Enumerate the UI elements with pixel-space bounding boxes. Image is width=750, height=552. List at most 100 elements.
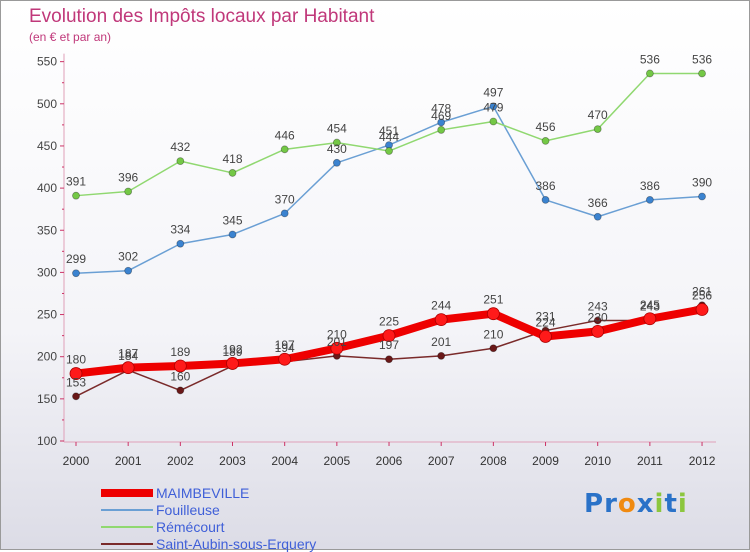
- legend-swatch: [101, 525, 153, 528]
- y-tick-label: 150: [37, 392, 57, 406]
- data-point: [278, 352, 292, 366]
- data-label: 536: [640, 52, 660, 66]
- data-label: 366: [588, 196, 608, 210]
- legend: MAIMBEVILLE Fouilleuse Rémécourt Saint-Aubi…: [101, 484, 316, 552]
- data-label: 391: [66, 175, 86, 189]
- legend-swatch: [101, 542, 153, 545]
- chart-subtitle: (en € et par an): [29, 30, 112, 44]
- data-point: [695, 303, 709, 316]
- data-point: [72, 191, 80, 200]
- data-point: [489, 344, 498, 353]
- data-label: 430: [327, 142, 347, 156]
- data-point: [698, 192, 706, 201]
- legend-item: Fouilleuse: [101, 501, 316, 518]
- legend-swatch: [101, 508, 153, 511]
- data-label: 386: [640, 179, 660, 193]
- data-point: [698, 69, 706, 78]
- data-label: 446: [275, 128, 295, 142]
- data-label: 153: [66, 375, 86, 389]
- logo-letter: i: [654, 489, 665, 519]
- data-label: 243: [588, 299, 608, 313]
- data-label: 370: [275, 192, 295, 206]
- y-tick-label: 200: [37, 350, 57, 364]
- data-point: [330, 341, 344, 355]
- data-point: [645, 196, 654, 204]
- data-label: 201: [327, 335, 347, 349]
- legend-item: Rémécourt: [101, 518, 316, 535]
- legend-swatch: [101, 488, 153, 497]
- x-tick-label: 2007: [428, 454, 455, 468]
- logo-letter: t: [664, 489, 678, 519]
- data-point: [332, 138, 341, 147]
- data-label: 256: [692, 288, 712, 302]
- data-label: 469: [431, 109, 451, 123]
- legend-item: MAIMBEVILLE: [101, 484, 316, 501]
- data-point: [434, 313, 448, 327]
- data-label: 444: [379, 130, 399, 144]
- data-point: [385, 147, 393, 155]
- x-tick-label: 2010: [584, 454, 611, 468]
- legend-label: MAIMBEVILLE: [156, 484, 250, 501]
- data-label: 451: [379, 124, 399, 138]
- data-label: 432: [170, 140, 190, 154]
- data-label: 470: [588, 108, 608, 122]
- x-tick-label: 2000: [63, 454, 90, 468]
- x-tick-label: 2006: [376, 454, 403, 468]
- data-point: [645, 69, 654, 78]
- data-point: [69, 367, 83, 380]
- data-point: [385, 355, 393, 364]
- data-label: 187: [118, 347, 138, 361]
- data-label: 386: [536, 179, 556, 193]
- legend-label: Rémécourt: [156, 518, 225, 535]
- data-label: 418: [222, 152, 242, 166]
- data-point: [176, 157, 185, 166]
- x-tick-label: 2009: [532, 454, 559, 468]
- data-label: 224: [536, 315, 556, 329]
- x-tick-label: 2008: [480, 454, 507, 468]
- data-label: 225: [379, 315, 399, 329]
- data-label: 497: [483, 85, 503, 99]
- data-label: 189: [170, 345, 190, 359]
- data-point: [226, 357, 239, 370]
- data-label: 244: [431, 299, 451, 313]
- data-point: [176, 386, 185, 395]
- logo-letter: P: [584, 489, 605, 519]
- data-point: [593, 212, 602, 221]
- data-label: 210: [327, 327, 347, 341]
- data-point: [280, 209, 289, 218]
- logo-letter: r: [604, 489, 618, 519]
- legend-item: Saint-Aubin-sous-Erquery: [101, 535, 316, 552]
- data-label: 334: [170, 223, 190, 237]
- x-tick-label: 2012: [689, 454, 716, 468]
- data-label: 456: [536, 120, 556, 134]
- x-tick-label: 2001: [115, 454, 142, 468]
- data-point: [437, 351, 446, 360]
- data-label: 478: [431, 101, 451, 115]
- data-label: 210: [483, 327, 503, 341]
- y-tick-label: 400: [37, 181, 57, 195]
- x-tick-label: 2002: [167, 454, 194, 468]
- data-point: [72, 269, 80, 278]
- x-tick-label: 2005: [323, 454, 350, 468]
- y-tick-label: 350: [37, 223, 57, 237]
- data-label: 390: [692, 176, 712, 190]
- logo-letter: x: [636, 489, 655, 519]
- data-point: [121, 361, 135, 375]
- y-tick-label: 250: [37, 308, 57, 322]
- data-label: 192: [222, 342, 242, 356]
- data-point: [72, 392, 80, 401]
- data-label: 201: [431, 335, 451, 349]
- data-label: 230: [588, 310, 608, 324]
- data-point: [486, 307, 500, 321]
- data-label: 479: [483, 101, 503, 115]
- data-point: [437, 118, 446, 127]
- x-tick-label: 2011: [637, 454, 663, 468]
- data-point: [593, 125, 602, 133]
- legend-label: Fouilleuse: [156, 501, 220, 518]
- data-point: [593, 316, 602, 325]
- data-label: 345: [222, 213, 242, 227]
- data-point: [643, 312, 657, 326]
- data-label: 396: [118, 170, 138, 184]
